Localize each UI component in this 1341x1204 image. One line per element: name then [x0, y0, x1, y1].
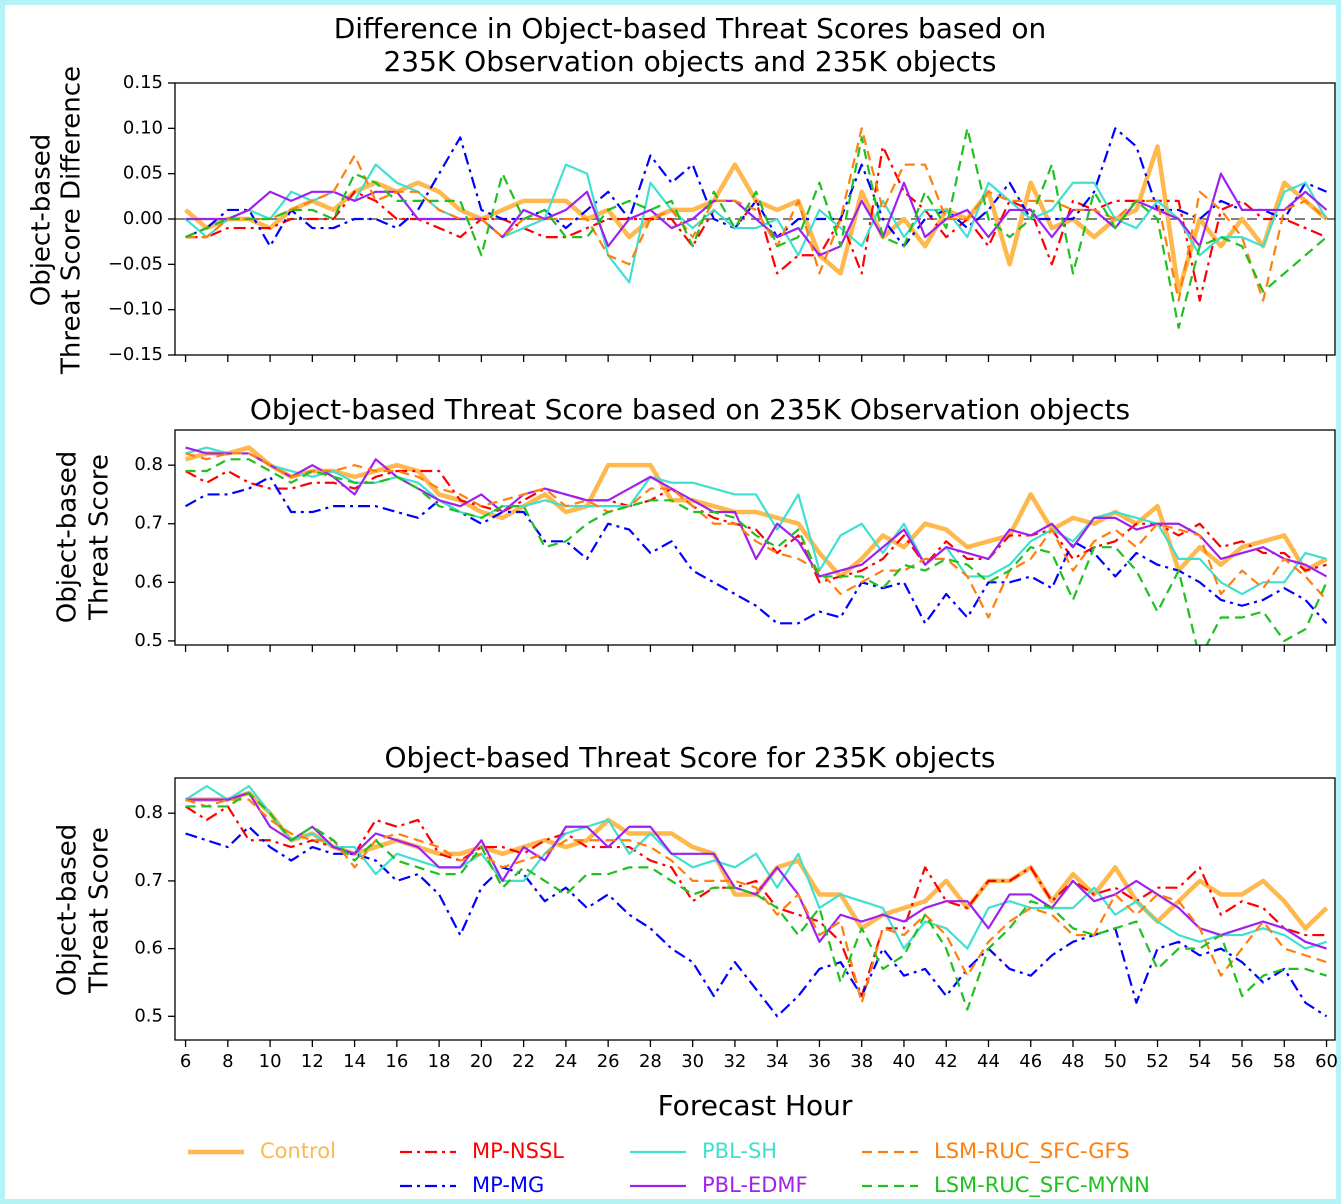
series-line: [185, 127, 1328, 329]
y-axis-label: Object-based: [53, 451, 83, 624]
chart-title: Difference in Object-based Threat Scores…: [334, 12, 1047, 45]
x-tick-label: 30: [681, 1051, 704, 1072]
y-tick-label: 0.7: [134, 513, 163, 534]
y-tick-label: 0.8: [134, 454, 163, 475]
x-tick-label: 14: [343, 1051, 366, 1072]
plot-frame: [174, 82, 1336, 356]
y-axis-label: Object-based: [27, 134, 57, 307]
x-tick-label: 48: [1062, 1051, 1085, 1072]
y-tick-label: 0.6: [134, 571, 163, 592]
series-line: [184, 805, 1327, 998]
x-tick-label: 50: [1104, 1051, 1127, 1072]
legend-label: LSM-RUC_SFC-MYNN: [934, 1173, 1150, 1198]
chart-title: Object-based Threat Score for 235K objec…: [384, 741, 995, 774]
y-tick-label: 0.8: [134, 802, 163, 823]
x-tick-label: 38: [850, 1051, 873, 1072]
series-line: [185, 469, 1327, 584]
series-line: [185, 452, 1328, 619]
x-tick-label: 8: [222, 1051, 233, 1072]
x-tick-label: 22: [512, 1051, 535, 1072]
series-line: [185, 475, 1328, 625]
y-tick-label: 0.15: [123, 72, 163, 93]
plot-frame: [174, 777, 1336, 1041]
x-tick-label: 54: [1188, 1051, 1211, 1072]
y-tick-label: −0.15: [108, 344, 163, 365]
series-line: [184, 163, 1328, 284]
x-tick-label: 56: [1231, 1051, 1254, 1072]
series-line: [184, 785, 1327, 950]
y-tick-label: 0.6: [134, 938, 163, 959]
legend-label: PBL-EDMF: [702, 1173, 808, 1197]
chart-title: Object-based Threat Score based on 235K …: [250, 393, 1130, 426]
legend-label: MP-MG: [472, 1173, 544, 1197]
x-tick-label: 32: [723, 1051, 746, 1072]
x-tick-label: 60: [1315, 1051, 1338, 1072]
series-line: [185, 446, 1328, 578]
chart-title: 235K Observation objects and 235K object…: [383, 45, 996, 78]
y-axis-label: Threat Score: [85, 454, 115, 621]
x-tick-label: 40: [893, 1051, 916, 1072]
y-tick-label: 0.5: [134, 1005, 163, 1026]
x-tick-label: 44: [977, 1051, 1000, 1072]
x-tick-label: 52: [1146, 1051, 1169, 1072]
series-line: [185, 791, 1327, 950]
plot-frame: [174, 429, 1336, 646]
x-tick-label: 24: [554, 1051, 577, 1072]
x-tick-label: 6: [180, 1051, 191, 1072]
x-tick-label: 58: [1273, 1051, 1296, 1072]
y-tick-label: 0.00: [123, 208, 163, 229]
legend-label: PBL-SH: [702, 1139, 777, 1163]
x-tick-label: 16: [385, 1051, 408, 1072]
series-line: [185, 825, 1328, 1018]
x-tick-label: 20: [470, 1051, 493, 1072]
x-tick-label: 42: [935, 1051, 958, 1072]
x-tick-label: 26: [597, 1051, 620, 1072]
x-tick-label: 34: [766, 1051, 789, 1072]
x-tick-label: 28: [639, 1051, 662, 1072]
y-axis-label: Object-based: [53, 824, 83, 997]
x-tick-label: 36: [808, 1051, 831, 1072]
x-tick-label: 12: [301, 1051, 324, 1072]
y-axis-label: Threat Score: [85, 827, 115, 994]
series-line: [185, 458, 1328, 645]
x-tick-label: 46: [1019, 1051, 1042, 1072]
x-tick-label: 10: [259, 1051, 282, 1072]
y-tick-label: −0.10: [108, 299, 163, 320]
y-tick-label: 0.5: [134, 630, 163, 651]
y-tick-label: 0.10: [123, 117, 163, 138]
legend-label: MP-NSSL: [472, 1139, 564, 1163]
legend-label: LSM-RUC_SFC-GFS: [934, 1139, 1130, 1164]
x-axis-label: Forecast Hour: [658, 1089, 853, 1122]
series-line: [185, 791, 1327, 1011]
series-line: [185, 446, 1327, 596]
y-tick-label: −0.05: [108, 253, 163, 274]
legend-label: Control: [260, 1139, 336, 1163]
y-tick-label: 0.7: [134, 870, 163, 891]
figure-background: [5, 5, 1336, 1199]
y-tick-label: 0.05: [123, 163, 163, 184]
series-line: [185, 798, 1327, 1004]
y-axis-label: Threat Score Difference: [57, 66, 87, 375]
x-tick-label: 18: [428, 1051, 451, 1072]
